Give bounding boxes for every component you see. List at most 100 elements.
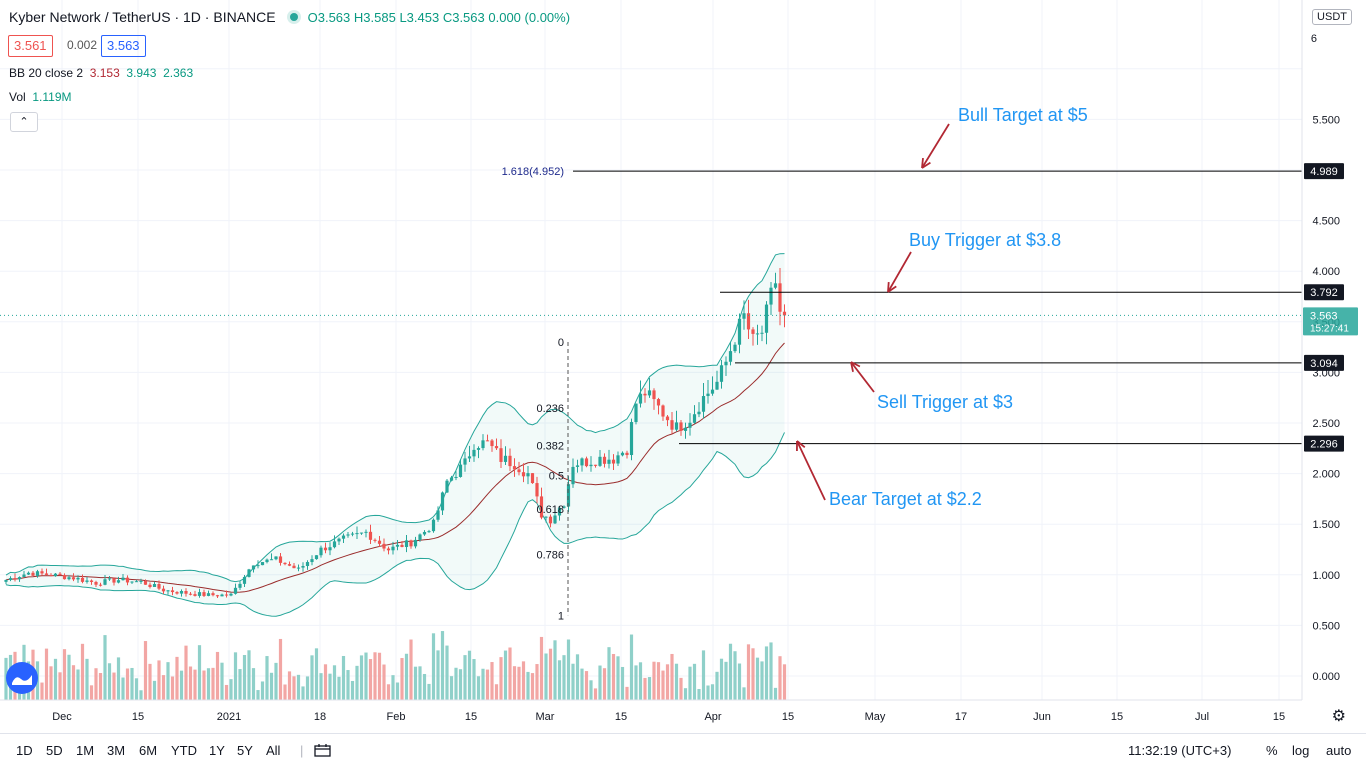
volume-bar [742,687,746,700]
bb-upper-line [5,253,785,583]
candle-body [233,587,238,594]
candle-body [508,455,512,467]
candle-body [287,564,292,566]
volume-bar [589,680,593,700]
candle-body [350,533,355,535]
last-price-text: 3.563 [1310,310,1338,322]
buy-price-button[interactable]: 3.563 [101,35,146,57]
volume-bar [652,661,656,700]
price-label-box [1304,435,1344,452]
volume-bar [382,664,386,700]
volume-bar [134,678,139,700]
volume-bar [292,676,296,700]
vol-value: 1.119M [32,90,72,104]
volume-bar [521,661,526,700]
volume-bar [94,668,98,700]
timeframe-1d[interactable]: 1D [16,743,33,758]
log-scale-toggle[interactable]: log [1292,743,1310,758]
volume-bar [80,643,85,700]
volume-bar [665,664,670,700]
volume-bar [724,661,728,700]
volume-bar [607,647,611,700]
candle-body [647,390,652,396]
currency-badge[interactable]: USDT [1312,9,1352,25]
volume-bar [710,684,715,700]
volume-bar [103,635,107,700]
candle-body [499,448,503,462]
candle-body [319,547,323,556]
volume-bar [508,647,512,700]
settings-gear-icon[interactable]: ⚙ [1331,708,1346,725]
tradingview-logo-icon[interactable] [6,662,38,694]
price-chart[interactable]: 1.618(4.952) 0 0.236 0.382 0.5 0.618 0.786 1 Bul… [0,0,1366,733]
volume-bar [454,667,458,700]
volume-bar [440,631,445,700]
timeframe-1m[interactable]: 1M [76,743,95,758]
volume-bar [755,657,760,700]
volume-bar [728,643,733,700]
candle-body [17,577,22,580]
candle-body [472,449,476,457]
volume-legend[interactable]: Vol 1.119M [9,90,72,104]
candle-body [26,572,31,575]
volume-bar [746,644,751,700]
volume-bar [476,676,481,700]
candle-body [260,562,265,566]
bb-legend[interactable]: BB 20 close 2 3.153 3.943 2.363 [9,66,193,80]
candle-body [4,579,8,582]
clock-timezone[interactable]: 11:32:19 (UTC+3) [1128,743,1232,758]
timeframe-1y[interactable]: 1Y [209,743,225,758]
timeframe-5y[interactable]: 5Y [237,743,253,758]
timeframe-5d[interactable]: 5D [46,743,63,758]
sell-price-button[interactable]: 3.561 [8,35,53,57]
price-tick-label: 4.500 [1312,216,1340,228]
candle-body [341,535,346,539]
candle-body [112,578,116,583]
volume-bar [557,660,562,700]
timeframe-all[interactable]: All [266,743,281,758]
candle-body [562,506,566,508]
volume-bar [350,680,355,700]
fib-level-label: 0.618 [536,504,564,516]
volume-bar [49,666,53,700]
candle-body [773,283,778,288]
candle-body [733,344,737,352]
candle-body [103,579,107,585]
candle-body [440,492,445,511]
candle-body [346,534,350,536]
candle-body [643,393,647,396]
volume-bar [373,652,377,700]
candle-body [575,465,580,467]
volume-bar [157,660,161,700]
volume-bar [341,655,346,700]
symbol-title[interactable]: Kyber Network / TetherUS · 1D · BINANCE [9,9,276,25]
volume-bar [233,652,238,700]
candle-body [674,422,679,430]
candle-body [665,416,670,421]
candle-body [494,446,499,449]
volume-bar [206,668,211,700]
candle-body [67,577,71,580]
volume-bar [715,671,719,700]
candle-body [476,448,481,450]
volume-bar [359,655,364,700]
candle-body [373,539,377,541]
timeframe-6m[interactable]: 6M [139,743,158,758]
time-tick-label: Jul [1195,711,1209,723]
timeframe-3m[interactable]: 3M [107,743,126,758]
percent-scale-toggle[interactable]: % [1266,743,1278,758]
candle-body [386,548,391,551]
collapse-legend-button[interactable]: ⌃ [10,112,38,132]
timeframe-ytd[interactable]: YTD [171,743,197,758]
candle-body [157,583,161,589]
volume-bar [238,669,242,700]
volume-bar [679,677,683,700]
time-tick-label: 15 [1273,711,1285,723]
volume-bar [553,640,557,700]
candle-body [310,559,314,563]
volume-bar [494,684,499,700]
price-tick-label: 1.000 [1312,570,1340,582]
date-range-icon[interactable] [314,743,332,760]
auto-scale-toggle[interactable]: auto [1326,743,1352,758]
candle-body [724,361,728,366]
